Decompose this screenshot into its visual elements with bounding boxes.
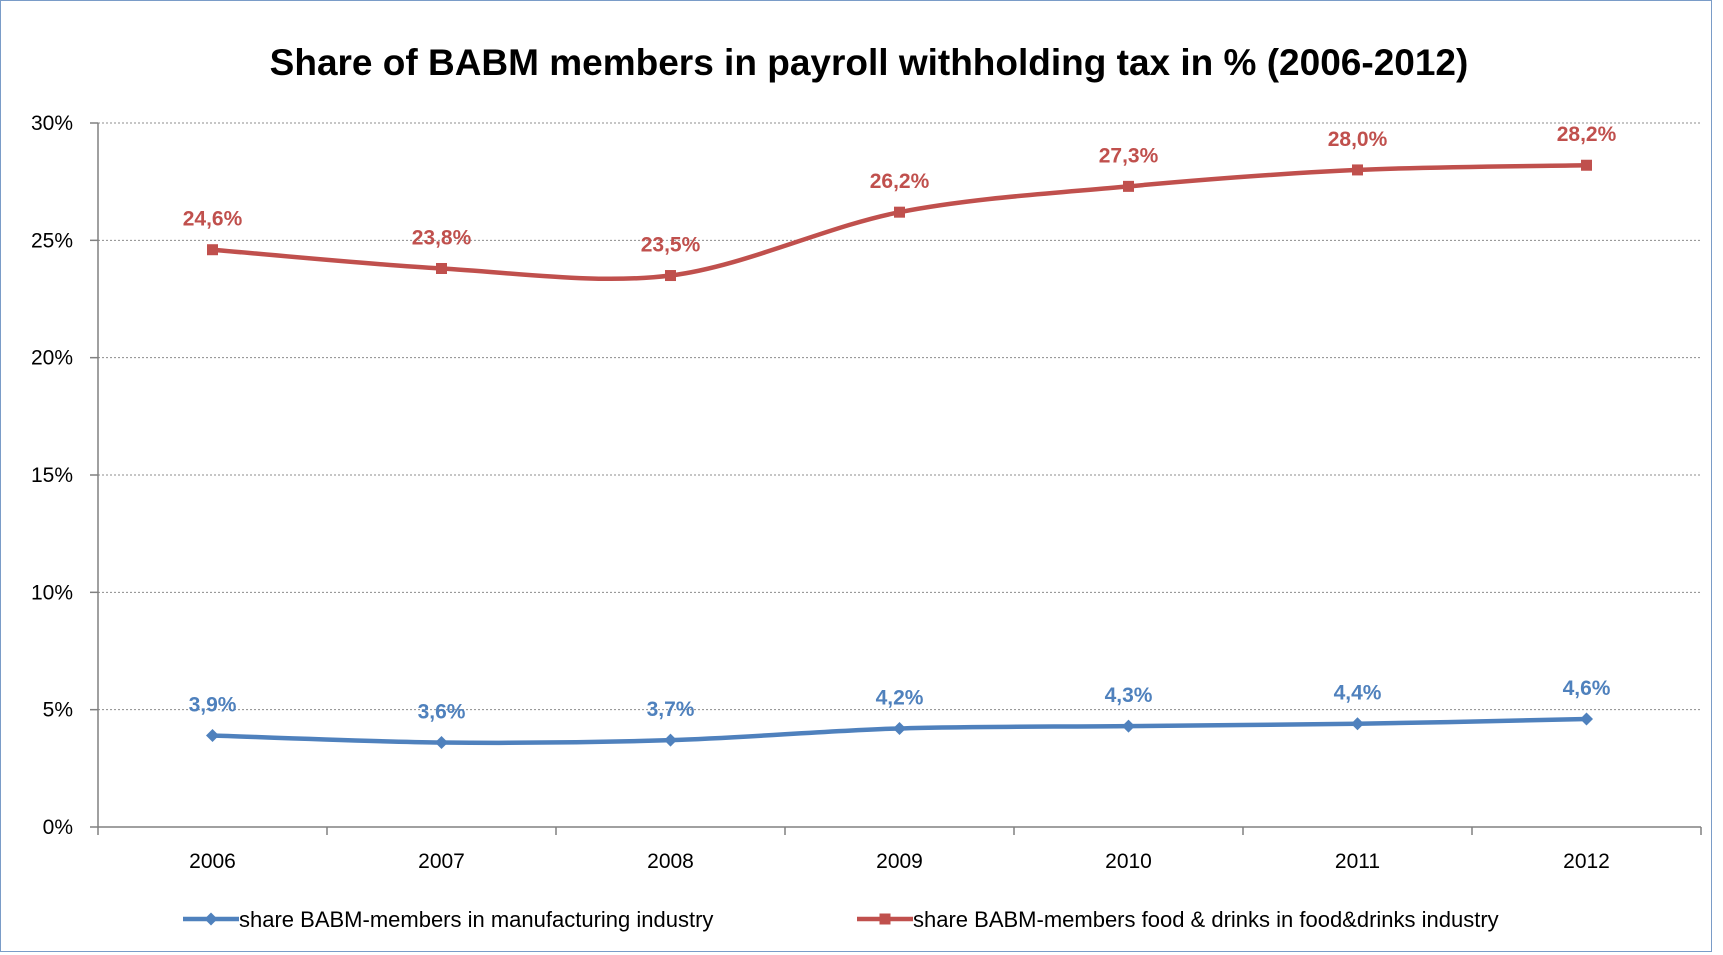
data-label: 3,9% [189, 693, 237, 716]
data-label: 27,3% [1099, 144, 1159, 167]
legend-label: share BABM-members in manufacturing indu… [239, 907, 713, 932]
data-point [436, 262, 447, 274]
y-tick-label: 25% [31, 229, 73, 252]
series-1 [206, 712, 1593, 750]
data-label: 4,4% [1334, 682, 1382, 705]
data-point [664, 733, 677, 747]
chart-title: Share of BABM members in payroll withhol… [270, 42, 1469, 83]
data-label: 3,6% [418, 701, 466, 724]
data-point [1581, 159, 1592, 171]
legend-marker [879, 913, 891, 925]
legend-entry-2: share BABM-members food & drinks in food… [857, 907, 1499, 932]
data-label: 23,5% [641, 234, 701, 257]
y-tick-label: 0% [43, 816, 73, 839]
data-point [1122, 719, 1135, 733]
x-tick-label: 2008 [647, 850, 694, 873]
x-tick-label: 2007 [418, 850, 465, 873]
data-point [894, 206, 905, 218]
data-label: 28,0% [1328, 128, 1388, 151]
data-point [206, 728, 219, 742]
data-label: 26,2% [870, 170, 930, 193]
legend-label: share BABM-members food & drinks in food… [913, 907, 1499, 932]
data-point [1123, 180, 1134, 192]
data-label: 4,3% [1105, 684, 1153, 707]
data-labels: 3,9% 3,6% 3,7% 4,2% 4,3% 4,4% 4,6% 24,6% 23,8% 23… [183, 123, 1617, 723]
data-label: 28,2% [1557, 123, 1617, 146]
legend-marker [204, 912, 218, 926]
data-label: 3,7% [647, 698, 695, 721]
legend-entry-1: share BABM-members in manufacturing indu… [183, 907, 713, 932]
legend: share BABM-members in manufacturing indu… [183, 907, 1499, 932]
series-layer [206, 159, 1593, 750]
data-label: 4,6% [1563, 677, 1611, 700]
data-label: 24,6% [183, 208, 243, 231]
series-2 [207, 159, 1592, 282]
y-tick-label: 30% [31, 112, 73, 135]
data-label: 23,8% [412, 226, 472, 249]
x-tick-label: 2009 [876, 850, 923, 873]
data-point [1351, 717, 1364, 731]
y-tick-label: 10% [31, 581, 73, 604]
y-tick-label: 15% [31, 464, 73, 487]
data-point [893, 721, 906, 735]
x-tick-label: 2012 [1563, 850, 1610, 873]
y-tick-label: 5% [43, 699, 73, 722]
gridlines [98, 122, 1701, 711]
y-tick-label: 20% [31, 347, 73, 370]
x-tick-label: 2011 [1335, 850, 1380, 873]
data-point [435, 736, 448, 750]
data-point [1580, 712, 1593, 726]
data-point [207, 244, 218, 256]
data-point [665, 270, 676, 282]
x-tick-label: 2010 [1105, 850, 1152, 873]
data-point [1352, 164, 1363, 176]
x-tick-label: 2006 [189, 850, 236, 873]
data-label: 4,2% [876, 686, 924, 709]
axes: 0% 5% 10% 15% 20% 25% 30% 2006 2007 2008 2009 2010 2… [31, 112, 1702, 873]
